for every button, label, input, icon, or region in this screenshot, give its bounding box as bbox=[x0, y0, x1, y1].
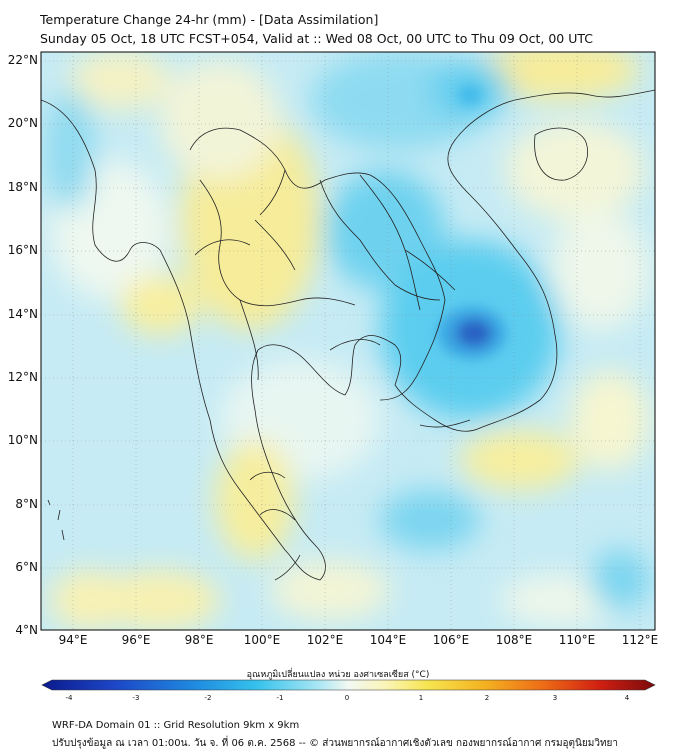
lon-label: 94°E bbox=[58, 633, 88, 647]
lat-label: 18°N bbox=[7, 180, 38, 194]
colorbar-tick: 2 bbox=[484, 694, 490, 702]
colorbar-tick: -4 bbox=[65, 694, 73, 702]
lon-label: 104°E bbox=[369, 633, 407, 647]
lat-label: 12°N bbox=[7, 370, 38, 384]
colorbar-tick: 1 bbox=[418, 694, 424, 702]
colorbar-tick: 3 bbox=[552, 694, 558, 702]
footer-credit: ปรับปรุงข้อมูล ณ เวลา 01:00น. วัน จ. ที่… bbox=[52, 738, 619, 749]
colorbar-tick: -2 bbox=[204, 694, 212, 702]
chart-subtitle: Sunday 05 Oct, 18 UTC FCST+054, Valid at… bbox=[40, 31, 593, 46]
lat-label: 8°N bbox=[15, 497, 38, 511]
lon-label: 110°E bbox=[558, 633, 596, 647]
colorbar-tick: -1 bbox=[276, 694, 284, 702]
lat-label: 16°N bbox=[7, 243, 38, 257]
colorbar-tick: -3 bbox=[132, 694, 140, 702]
shaded-field bbox=[41, 52, 655, 630]
lon-label: 100°E bbox=[243, 633, 281, 647]
footer-model-info: WRF-DA Domain 01 :: Grid Resolution 9km … bbox=[52, 720, 300, 731]
lon-label: 102°E bbox=[306, 633, 344, 647]
colorbar-tick: 4 bbox=[624, 694, 630, 702]
lon-label: 98°E bbox=[184, 633, 214, 647]
lon-label: 112°E bbox=[621, 633, 659, 647]
lat-label: 14°N bbox=[7, 307, 38, 321]
lon-label: 96°E bbox=[121, 633, 151, 647]
lat-label: 10°N bbox=[7, 433, 38, 447]
lat-label: 4°N bbox=[15, 623, 38, 637]
colorbar bbox=[41, 679, 656, 691]
lon-label: 108°E bbox=[495, 633, 533, 647]
lon-label: 106°E bbox=[432, 633, 470, 647]
lat-label: 6°N bbox=[15, 560, 38, 574]
coastlines-and-borders bbox=[41, 89, 655, 581]
graticule bbox=[41, 52, 655, 630]
chart-title: Temperature Change 24-hr (mm) - [Data As… bbox=[40, 12, 379, 27]
lat-label: 20°N bbox=[7, 116, 38, 130]
colorbar-label: อุณหภูมิเปลี่ยนแปลง หน่วย องศาเซลเซียส (… bbox=[246, 670, 430, 680]
lat-label: 22°N bbox=[7, 53, 38, 67]
colorbar-tick: 0 bbox=[344, 694, 350, 702]
